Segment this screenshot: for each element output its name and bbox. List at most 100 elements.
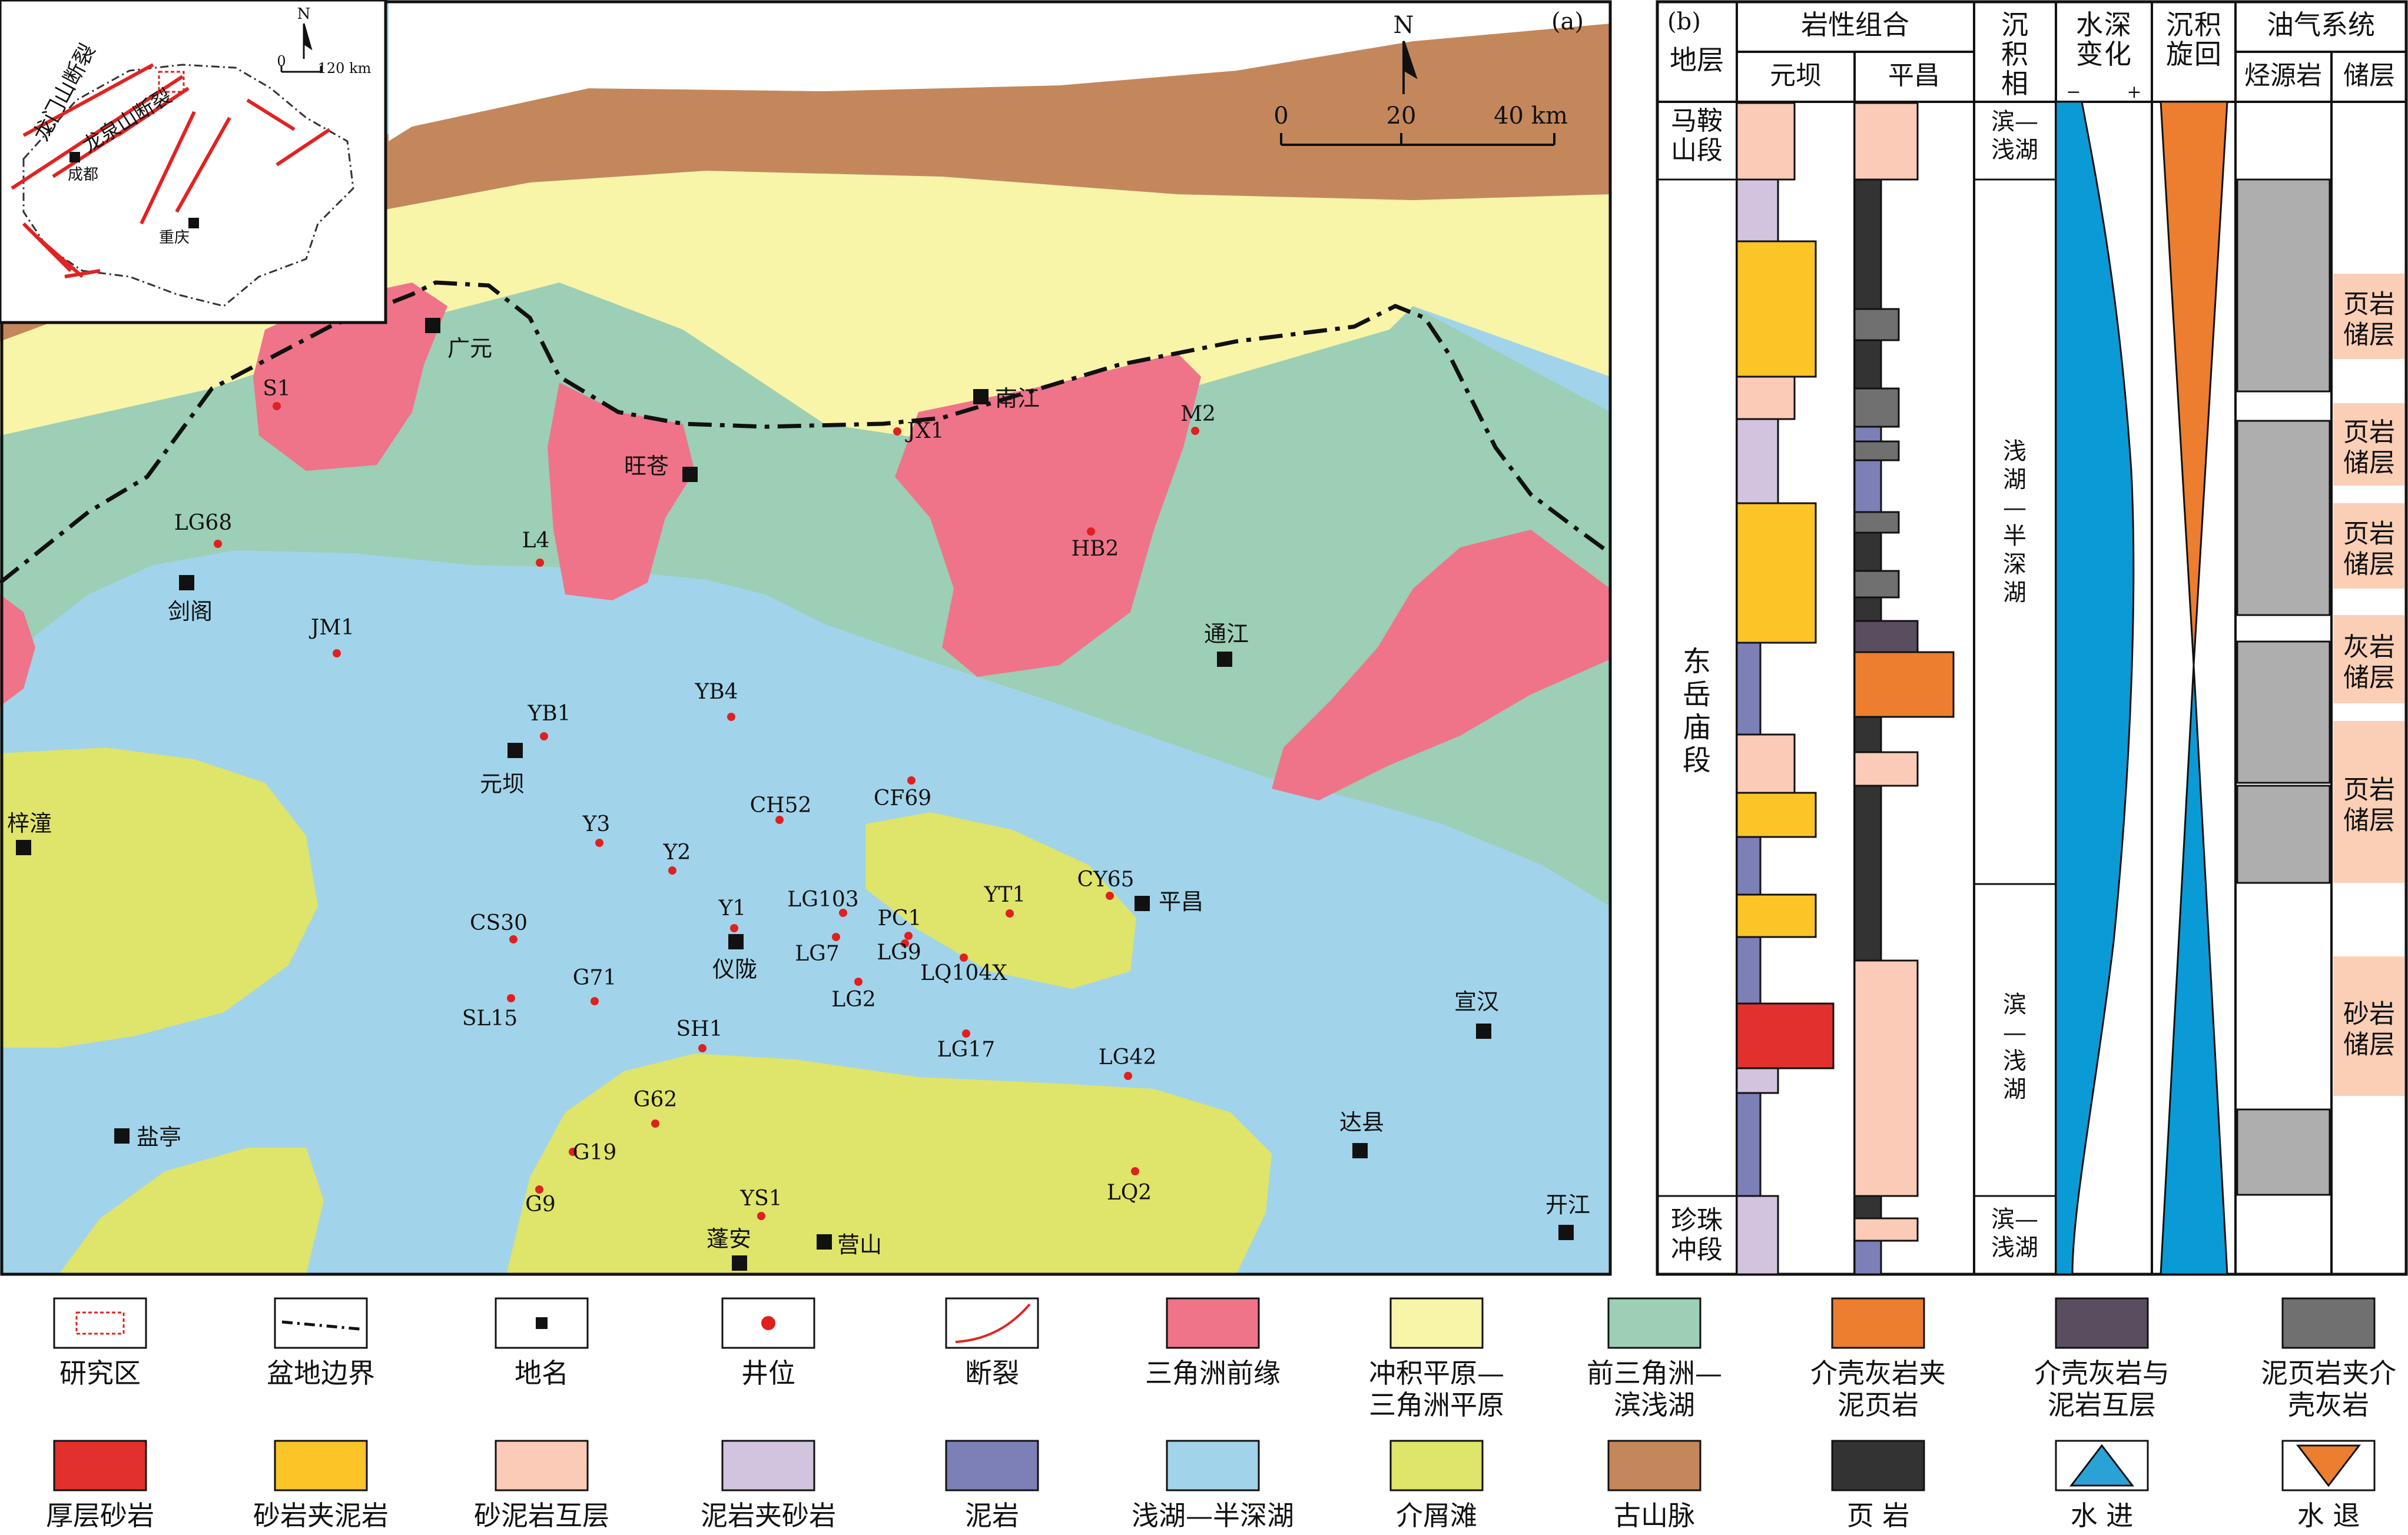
well-point <box>1191 427 1199 435</box>
lithology-bed <box>1853 339 1882 390</box>
well-label: LG17 <box>937 1038 995 1062</box>
north-label: N <box>1394 12 1414 39</box>
legend-label: 前三角洲—滨浅湖 <box>1587 1357 1722 1421</box>
place-marker-square <box>425 318 440 333</box>
reservoir-label: 页岩储层 <box>2343 775 2395 836</box>
inset-map: 成都 重庆 龙门山断裂 龙泉山断裂 N 0 120 km <box>0 0 387 324</box>
well-point <box>214 540 222 548</box>
legend-swatch <box>53 1297 147 1349</box>
lithology-bed <box>1853 426 1882 443</box>
water-depth-curve <box>2055 101 2135 1275</box>
lithology-bed <box>1736 178 1779 242</box>
place-marker-square <box>973 389 989 404</box>
source-rock-interval <box>2236 785 2331 884</box>
lithology-bed <box>1736 733 1796 794</box>
well-label: HB2 <box>1072 537 1119 561</box>
lithology-bed <box>1853 1240 1882 1275</box>
header-water: 水深变化 <box>2076 9 2131 70</box>
inset-city-chengdu: 成都 <box>68 166 98 184</box>
place-marker-square <box>179 575 194 590</box>
well-point <box>730 924 738 932</box>
well-point <box>1131 1167 1139 1175</box>
well-point <box>901 939 909 948</box>
header-yuanba: 元坝 <box>1770 61 1822 91</box>
well-label: LG2 <box>831 988 876 1012</box>
facies-label-lake: 浅湖—半深湖 <box>2003 438 2026 606</box>
legend-item-regression: 水 退 <box>2281 1440 2376 1531</box>
legend-swatch <box>2055 1297 2149 1349</box>
legend-swatch <box>1607 1297 1701 1349</box>
legend-item-shell_ls_mud: 介壳灰岩夹泥页岩 <box>1810 1297 1946 1421</box>
well-point <box>595 839 603 847</box>
well-label: LG9 <box>877 941 921 965</box>
shell-shoal-zitong <box>0 747 318 1048</box>
reservoir-label: 砂岩储层 <box>2343 999 2395 1060</box>
legend-swatch <box>53 1440 147 1491</box>
lithology-bed <box>1736 1092 1762 1197</box>
legend: 研究区 盆地边界 地名 井位 断裂 三角洲前缘 冲积平原—三角洲平原 前三角洲—滨浅湖 介壳灰岩… <box>46 1297 2396 1531</box>
legend-label: 水 进 <box>2071 1500 2134 1531</box>
header-pingchang: 平昌 <box>1888 61 1940 91</box>
place-marker-square <box>682 467 698 482</box>
legend-label: 介屑滩 <box>1396 1500 1477 1531</box>
yuanba-lithology-column <box>1736 102 1835 1275</box>
well-point <box>1006 909 1014 918</box>
legend-label: 页 岩 <box>1847 1500 1910 1531</box>
lithology-bed <box>1853 716 1882 753</box>
well-label: Y1 <box>718 896 747 921</box>
header-petroleum: 油气系统 <box>2267 9 2375 41</box>
shell-shoal-yt1 <box>865 812 1136 989</box>
lithology-bed <box>1853 178 1882 310</box>
legend-item-sand_mud_inter: 砂泥岩互层 <box>474 1440 609 1531</box>
facies-label: 滨—浅湖 <box>1991 108 2038 164</box>
well-point <box>904 932 913 940</box>
place-label: 达县 <box>1339 1109 1384 1135</box>
scale-label-40: 40 km <box>1494 102 1568 129</box>
well-point <box>591 997 599 1005</box>
column-panel-b: (b) 地层 岩性组合 元坝 平昌 沉积相 水深变化 − + 沉积旋回 油气系统… <box>1656 0 2408 1276</box>
legend-swatch <box>1607 1440 1701 1491</box>
well-label: G71 <box>573 966 617 990</box>
well-point <box>839 909 847 917</box>
well-point <box>907 776 916 785</box>
inset-basin-outline <box>22 64 354 307</box>
reservoir-interval <box>2333 956 2404 1096</box>
lithology-bed <box>1853 651 1955 718</box>
legend-item-well: 井位 <box>721 1297 815 1389</box>
place-label: 旺苍 <box>624 453 669 479</box>
reservoir-label: 灰岩储层 <box>2343 632 2395 693</box>
well-point <box>668 866 676 875</box>
well-point <box>509 935 518 943</box>
legend-item-shoal: 介屑滩 <box>1389 1440 1484 1531</box>
prodelta-shore-lake-zone <box>0 283 1610 906</box>
lithology-bed <box>1853 102 1919 181</box>
legend-label: 盆地边界 <box>267 1357 375 1389</box>
well-markers: S1 JX1 M2 LG68 L4 HB2 JM1 YB4 YB1 CH52 CF69 Y3 Y2 YT1… <box>174 377 1216 1220</box>
place-marker-square <box>728 934 744 949</box>
header-water-plus: + <box>2127 82 2141 102</box>
place-marker-square <box>1135 896 1150 911</box>
header-strata: 地层 <box>1670 44 1724 76</box>
lithology-bed <box>1853 596 1882 622</box>
legend-swatch <box>2281 1297 2376 1349</box>
legend-label: 浅湖—半深湖 <box>1132 1500 1294 1531</box>
well-label: LG42 <box>1099 1045 1156 1069</box>
legend-label: 泥页岩夹介壳灰岩 <box>2261 1357 2396 1421</box>
reservoir-label: 页岩储层 <box>2343 290 2395 350</box>
legend-item-mud_shale_ls: 泥页岩夹介壳灰岩 <box>2261 1297 2396 1421</box>
place-marker-square <box>1352 1143 1368 1158</box>
place-marker-square <box>1476 1024 1491 1039</box>
well-label: LQ104X <box>920 961 1007 985</box>
reservoir-interval <box>2333 721 2404 883</box>
delta-front-lobe-hb2 <box>895 353 1201 677</box>
lithology-bed <box>1736 836 1762 896</box>
regression-triangle <box>2160 101 2228 666</box>
well-label: SH1 <box>676 1017 723 1041</box>
place-label: 南江 <box>995 386 1040 411</box>
header-reservoir: 储层 <box>2343 61 2395 91</box>
stratum-label: 珍珠冲段 <box>1671 1205 1723 1265</box>
map-frame <box>0 0 1612 1276</box>
place-label: 广元 <box>447 335 492 361</box>
